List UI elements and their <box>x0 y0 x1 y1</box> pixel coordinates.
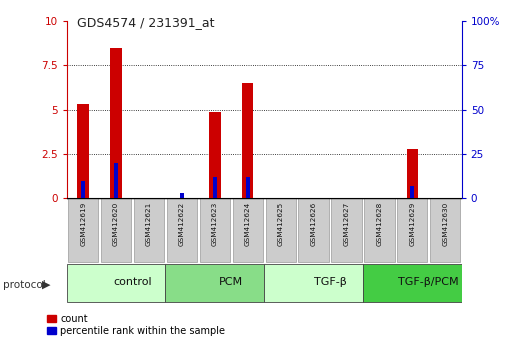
Text: control: control <box>113 277 152 287</box>
Bar <box>209 112 221 198</box>
Bar <box>77 104 89 198</box>
Bar <box>81 181 85 198</box>
Text: GSM412626: GSM412626 <box>310 201 317 246</box>
Bar <box>134 198 164 262</box>
Text: ▶: ▶ <box>42 280 50 290</box>
Text: GDS4574 / 231391_at: GDS4574 / 231391_at <box>77 16 214 29</box>
Bar <box>410 186 415 198</box>
Bar <box>331 198 362 262</box>
Bar <box>264 264 363 302</box>
Legend: count, percentile rank within the sample: count, percentile rank within the sample <box>46 313 226 337</box>
Text: GSM412629: GSM412629 <box>409 201 416 246</box>
Text: GSM412628: GSM412628 <box>377 201 382 246</box>
Text: TGF-β: TGF-β <box>313 277 346 287</box>
Text: TGF-β/PCM: TGF-β/PCM <box>399 277 459 287</box>
Bar <box>101 198 131 262</box>
Text: GSM412624: GSM412624 <box>245 201 251 246</box>
Text: GSM412630: GSM412630 <box>442 201 448 246</box>
Bar <box>407 149 418 198</box>
Bar <box>363 264 462 302</box>
Bar <box>430 198 460 262</box>
Bar <box>397 198 427 262</box>
Bar <box>246 177 250 198</box>
Text: GSM412627: GSM412627 <box>344 201 349 246</box>
Bar <box>114 163 118 198</box>
Text: GSM412619: GSM412619 <box>80 201 86 246</box>
Text: GSM412621: GSM412621 <box>146 201 152 246</box>
Bar <box>364 198 394 262</box>
Bar <box>67 264 165 302</box>
Bar <box>266 198 296 262</box>
Bar <box>165 264 264 302</box>
Text: GSM412623: GSM412623 <box>212 201 218 246</box>
Bar <box>110 48 122 198</box>
Text: GSM412620: GSM412620 <box>113 201 119 246</box>
Bar <box>180 193 184 198</box>
Text: GSM412625: GSM412625 <box>278 201 284 246</box>
Text: PCM: PCM <box>219 277 243 287</box>
Bar <box>242 83 253 198</box>
Bar <box>68 198 98 262</box>
Bar <box>200 198 230 262</box>
Bar <box>299 198 329 262</box>
Bar <box>213 177 217 198</box>
Bar <box>232 198 263 262</box>
Bar <box>167 198 197 262</box>
Text: GSM412622: GSM412622 <box>179 201 185 246</box>
Text: protocol: protocol <box>3 280 45 290</box>
